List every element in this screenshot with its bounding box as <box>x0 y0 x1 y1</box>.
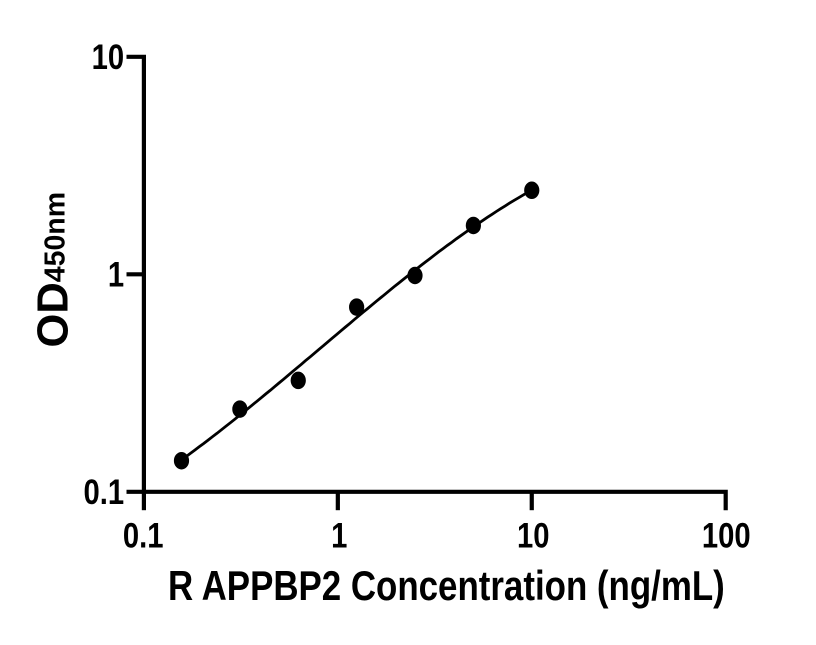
svg-text:100: 100 <box>702 516 751 555</box>
svg-text:10: 10 <box>517 516 550 555</box>
svg-text:0.1: 0.1 <box>123 516 164 555</box>
svg-text:1: 1 <box>108 255 124 294</box>
svg-text:R APPBP2 Concentration (ng/mL): R APPBP2 Concentration (ng/mL) <box>168 563 725 610</box>
svg-text:0.1: 0.1 <box>83 472 124 511</box>
svg-text:10: 10 <box>92 37 125 76</box>
svg-text:1: 1 <box>331 516 347 555</box>
